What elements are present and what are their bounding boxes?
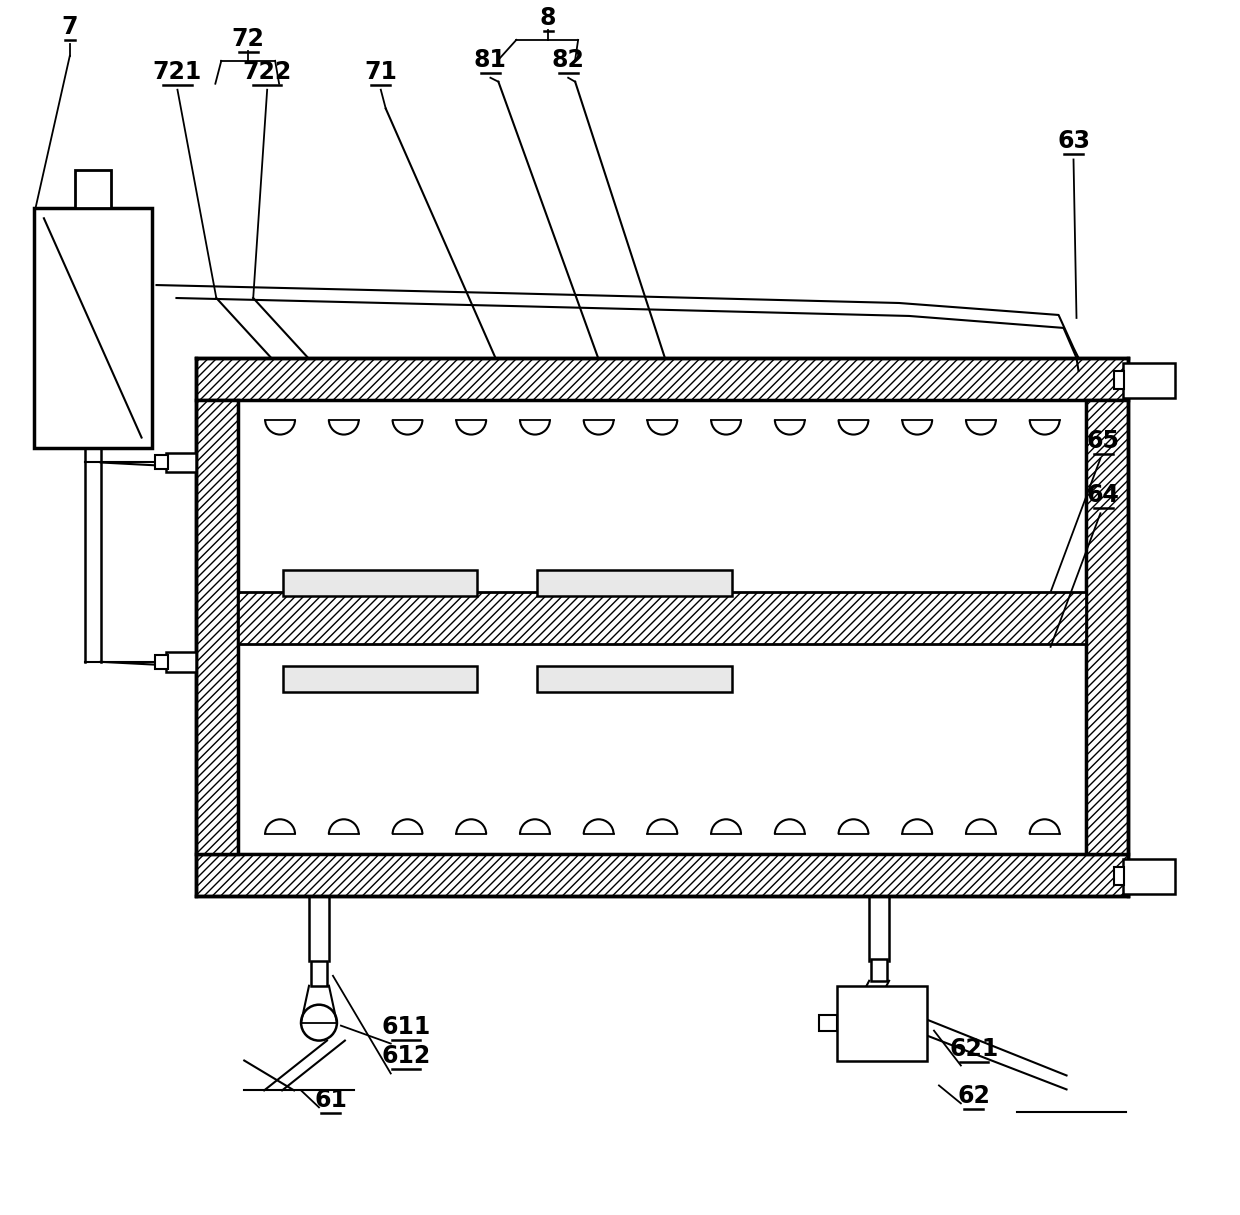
Bar xyxy=(837,985,928,1061)
Text: 72: 72 xyxy=(232,27,264,51)
Text: 81: 81 xyxy=(474,47,507,72)
Bar xyxy=(1086,400,1128,854)
Bar xyxy=(1123,363,1176,397)
Text: 63: 63 xyxy=(1056,130,1090,153)
Text: 621: 621 xyxy=(949,1036,998,1061)
Text: 65: 65 xyxy=(1087,429,1120,452)
Bar xyxy=(283,666,477,691)
Bar xyxy=(33,208,151,447)
Bar xyxy=(1123,859,1176,894)
Text: 612: 612 xyxy=(381,1045,430,1068)
Bar xyxy=(820,1015,837,1030)
Text: 61: 61 xyxy=(315,1089,347,1113)
Text: 71: 71 xyxy=(365,60,397,84)
Bar xyxy=(537,570,732,597)
Text: 721: 721 xyxy=(153,60,202,84)
Text: 82: 82 xyxy=(552,47,584,72)
Bar xyxy=(196,400,238,854)
Text: 611: 611 xyxy=(381,1015,430,1039)
Bar xyxy=(166,652,196,672)
Bar xyxy=(155,655,169,668)
Text: 722: 722 xyxy=(243,60,291,84)
Bar xyxy=(1115,868,1125,885)
Bar xyxy=(1115,371,1125,389)
Bar xyxy=(283,570,477,597)
Bar xyxy=(872,959,887,981)
Bar xyxy=(155,456,169,469)
Text: 8: 8 xyxy=(539,6,557,30)
Bar xyxy=(74,170,110,208)
Bar xyxy=(166,452,196,473)
Text: 7: 7 xyxy=(62,15,78,39)
Bar xyxy=(196,854,1128,895)
Bar xyxy=(537,666,732,691)
Text: 62: 62 xyxy=(957,1084,991,1108)
Text: 64: 64 xyxy=(1087,484,1120,508)
Bar xyxy=(196,357,1128,400)
Bar xyxy=(238,400,1086,854)
Bar xyxy=(238,592,1086,644)
Bar xyxy=(311,961,327,985)
